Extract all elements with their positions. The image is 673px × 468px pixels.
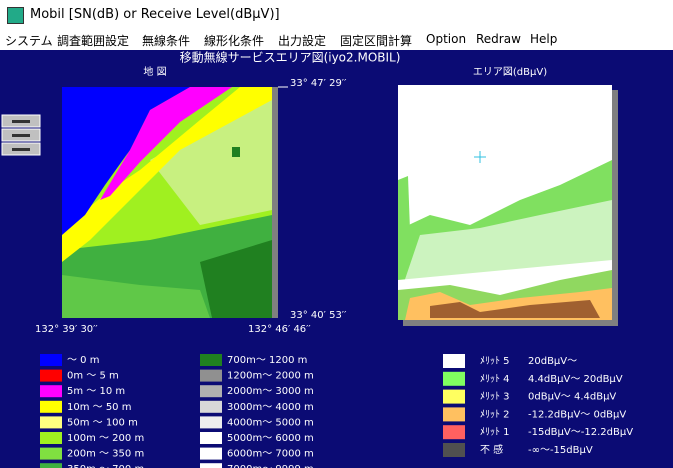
legend-swatch bbox=[443, 354, 465, 368]
legend-swatch bbox=[40, 400, 62, 413]
legend-swatch bbox=[40, 369, 62, 382]
legend-swatch bbox=[200, 447, 222, 460]
legend-grade: ﾒﾘｯﾄ 3 bbox=[480, 392, 510, 403]
legend-label: 50m ～ 100 m bbox=[67, 417, 138, 428]
legend-label: 200m ～ 350 m bbox=[67, 449, 144, 460]
legend-swatch bbox=[200, 369, 222, 382]
menu-item[interactable]: Help bbox=[530, 32, 558, 46]
legend-range: 20dBμV～ bbox=[528, 356, 577, 367]
lat-top: 33° 47′ 29′′ bbox=[290, 78, 347, 89]
app-icon bbox=[7, 7, 24, 24]
menu-item[interactable]: 出力設定 bbox=[278, 34, 327, 48]
legend-label: 100m ～ 200 m bbox=[67, 433, 144, 444]
legends: ～ 0 m 0m ～ 5 m 5m ～ 10 m 10m ～ 50 m 50m ～ 10… bbox=[40, 354, 633, 468]
map-label: 地 図 bbox=[143, 65, 166, 78]
legend-label: 3000m～ 4000 m bbox=[227, 402, 314, 413]
legend-label: 4000m～ 5000 m bbox=[227, 417, 314, 428]
legend-label: 2000m～ 3000 m bbox=[227, 386, 314, 397]
area-map bbox=[398, 85, 618, 326]
legend-swatch bbox=[40, 354, 62, 366]
legend-swatch bbox=[200, 463, 222, 468]
legend-swatch bbox=[40, 447, 62, 460]
legend-swatch bbox=[200, 385, 222, 398]
legend-range: -∞～-15dBμV bbox=[528, 445, 593, 456]
legend-label: 0m ～ 5 m bbox=[67, 371, 119, 382]
legend-grade: ﾒﾘｯﾄ 4 bbox=[480, 374, 510, 385]
legend-label: ～ 0 m bbox=[67, 355, 99, 366]
legend-swatch bbox=[200, 432, 222, 444]
legend-swatch bbox=[40, 463, 62, 468]
legend-grade: ﾒﾘｯﾄ 2 bbox=[480, 409, 510, 420]
legend-swatch bbox=[443, 425, 465, 440]
lon-right: 132° 46′ 46′′ bbox=[248, 324, 311, 335]
legend-range: 0dBμV～ 4.4dBμV bbox=[528, 392, 616, 403]
legend-label: 1200m～ 2000 m bbox=[227, 371, 314, 382]
legend-swatch bbox=[40, 432, 62, 444]
legend-swatch bbox=[40, 385, 62, 398]
legend-range: -12.2dBμV～ 0dBμV bbox=[528, 409, 626, 420]
legend-label: 5m ～ 10 m bbox=[67, 386, 125, 397]
menu-bar: システム 調査範囲設定 無線条件 線形化条件 出力設定 固定区間計算 Option Redra… bbox=[0, 30, 673, 50]
toolbar bbox=[1, 114, 41, 156]
menu-item[interactable]: 無線条件 bbox=[142, 34, 191, 48]
legend-swatch bbox=[443, 371, 465, 386]
canvas: 移動無線サービスエリア図(iyo2.MOBIL) 地 図 エリア図(dBμV) bbox=[1, 50, 633, 468]
legend-swatch bbox=[200, 416, 222, 429]
menu-item[interactable]: 調査範囲設定 bbox=[57, 34, 130, 48]
menu-item[interactable]: 線形化条件 bbox=[204, 34, 265, 48]
window-title: Mobil [SN(dB) or Receive Level(dBμV)] bbox=[30, 7, 280, 22]
legend-grade: ﾒﾘｯﾄ 1 bbox=[480, 427, 510, 438]
legend-range: 4.4dBμV～ 20dBμV bbox=[528, 374, 623, 385]
legend-swatch bbox=[200, 354, 222, 366]
legend-swatch bbox=[443, 443, 465, 457]
legend-range: -15dBμV～-12.2dBμV bbox=[528, 427, 633, 438]
legend-swatch bbox=[443, 407, 465, 422]
area-label: エリア図(dBμV) bbox=[473, 66, 547, 78]
legend-swatch bbox=[40, 416, 62, 429]
menu-item[interactable]: システム bbox=[5, 34, 53, 48]
title-bar: Mobil [SN(dB) or Receive Level(dBμV)] bbox=[0, 0, 673, 30]
terrain-map bbox=[62, 87, 278, 318]
map-title: 移動無線サービスエリア図(iyo2.MOBIL) bbox=[180, 50, 401, 65]
menu-item[interactable]: Option bbox=[426, 32, 467, 46]
lat-bottom: 33° 40′ 53′′ bbox=[290, 310, 347, 321]
legend-grade: 不 感 bbox=[480, 443, 503, 456]
legend-label: 5000m～ 6000 m bbox=[227, 433, 314, 444]
legend-label: 6000m～ 7000 m bbox=[227, 449, 314, 460]
menu-item[interactable]: 固定区間計算 bbox=[340, 34, 413, 48]
legend-grade: ﾒﾘｯﾄ 5 bbox=[480, 356, 510, 367]
lon-left: 132° 39′ 30′′ bbox=[35, 324, 98, 335]
legend-label: 10m ～ 50 m bbox=[67, 402, 131, 413]
legend-swatch bbox=[443, 389, 465, 404]
legend-label: 700m～ 1200 m bbox=[227, 355, 307, 366]
menu-item[interactable]: Redraw bbox=[476, 32, 521, 46]
legend-swatch bbox=[200, 400, 222, 413]
